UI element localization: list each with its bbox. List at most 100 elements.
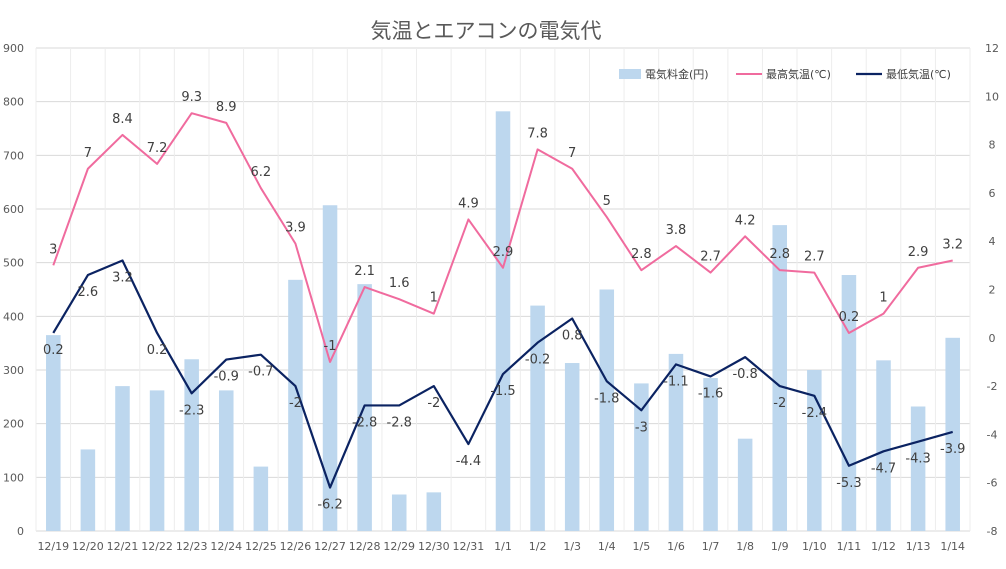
min-temp-label: -1.8 xyxy=(594,391,619,406)
x-axis-tick: 12/24 xyxy=(210,540,242,553)
x-axis-tick: 12/25 xyxy=(245,540,277,553)
max-temp-label: 3 xyxy=(49,242,57,257)
min-temp-label: -1.6 xyxy=(698,386,723,401)
x-axis-tick: 12/23 xyxy=(176,540,208,553)
bar xyxy=(772,225,788,531)
left-axis-tick: 900 xyxy=(3,42,24,55)
right-axis-tick: 8 xyxy=(989,139,996,152)
min-temp-label: 0.2 xyxy=(43,343,64,358)
left-axis-tick: 100 xyxy=(3,471,24,484)
min-temp-label: -4.3 xyxy=(905,452,930,467)
right-axis-tick: 6 xyxy=(989,187,996,200)
min-temp-label: -3.9 xyxy=(940,442,965,457)
bar xyxy=(910,406,926,531)
max-temp-label: 7.8 xyxy=(527,126,548,141)
min-temp-label: -0.9 xyxy=(214,370,239,385)
bar xyxy=(495,111,511,532)
x-axis-tick: 1/5 xyxy=(633,540,651,553)
bar xyxy=(184,359,199,531)
max-temp-label: 7.2 xyxy=(147,141,168,156)
right-axis-tick: 2 xyxy=(989,284,996,297)
min-temp-label: -3 xyxy=(635,420,648,435)
bar xyxy=(530,305,545,531)
min-temp-label: -2 xyxy=(773,396,786,411)
min-temp-label: -4.7 xyxy=(871,461,896,476)
bar-series xyxy=(46,111,960,532)
bar xyxy=(599,289,615,531)
bar xyxy=(46,335,61,531)
bar xyxy=(426,492,442,531)
x-axis-tick: 12/31 xyxy=(453,540,485,553)
right-axis-tick: -4 xyxy=(987,428,998,441)
left-axis-tick: 400 xyxy=(3,310,24,323)
right-axis-tick: 12 xyxy=(985,42,999,55)
max-temp-label: 0.2 xyxy=(839,310,860,325)
min-temp-label: -2.3 xyxy=(179,403,204,418)
min-temp-label: -6.2 xyxy=(317,498,342,513)
max-temp-label: 4.2 xyxy=(735,213,756,228)
bar xyxy=(391,494,407,531)
left-axis-tick: 0 xyxy=(17,525,24,538)
chart-title: 気温とエアコンの電気代 xyxy=(371,19,602,43)
max-temp-label: -1 xyxy=(324,339,337,354)
min-temp-label: 3.2 xyxy=(112,271,133,286)
bar xyxy=(945,337,960,531)
min-temp-label: -0.8 xyxy=(732,367,757,382)
x-axis-tick: 12/20 xyxy=(72,540,104,553)
right-axis-tick: 0 xyxy=(989,332,996,345)
x-axis-tick: 12/22 xyxy=(141,540,173,553)
min-temp-label: -1.1 xyxy=(663,374,688,389)
right-axis-tick: 4 xyxy=(989,235,996,248)
x-axis-tick: 12/21 xyxy=(107,540,139,553)
max-temp-label: 8.4 xyxy=(112,112,133,127)
gridlines xyxy=(35,47,971,532)
min-temp-label: -2.4 xyxy=(802,406,827,421)
bar xyxy=(288,279,303,531)
x-axis-tick: 1/8 xyxy=(736,540,754,553)
min-temp-label: 0.8 xyxy=(562,328,583,343)
max-temp-label: 1.6 xyxy=(389,276,410,291)
legend-swatch-bill xyxy=(619,69,641,79)
bar xyxy=(322,205,338,531)
max-temp-label: 2.7 xyxy=(804,250,825,265)
max-temp-label: 2.9 xyxy=(493,245,514,260)
left-axis-ticks: 0 100 200 300 400 500 600 700 800 900 xyxy=(3,42,24,538)
max-temp-label: 1 xyxy=(430,291,438,306)
data-labels: 3 7 8.4 7.2 9.3 8.9 6.2 3.9 -1 2.1 1.6 1 4.9 2.9 7.8 7 5… xyxy=(43,90,965,512)
min-temp-label: 0.2 xyxy=(147,343,168,358)
max-temp-label: 4.9 xyxy=(458,196,479,211)
x-axis-tick: 1/10 xyxy=(802,540,827,553)
max-temp-label: 3.2 xyxy=(942,238,963,253)
x-axis-tick: 12/28 xyxy=(349,540,381,553)
x-axis-tick: 12/26 xyxy=(280,540,312,553)
x-axis-tick: 12/27 xyxy=(314,540,346,553)
right-axis-tick: -8 xyxy=(987,525,998,538)
right-axis-ticks: -8 -6 -4 -2 0 2 4 6 8 10 12 xyxy=(985,42,999,538)
x-axis-tick: 1/4 xyxy=(598,540,616,553)
left-axis-tick: 800 xyxy=(3,96,24,109)
x-axis-tick: 12/29 xyxy=(383,540,415,553)
legend: 電気料金(円) 最高気温(℃) 最低気温(℃) xyxy=(619,67,951,81)
bar xyxy=(218,390,234,531)
min-temp-label: -5.3 xyxy=(836,476,861,491)
x-axis-tick: 1/13 xyxy=(906,540,931,553)
max-temp-label: 2.8 xyxy=(769,247,790,262)
min-temp-label: -4.4 xyxy=(456,454,481,469)
left-axis-tick: 600 xyxy=(3,203,24,216)
left-axis-tick: 200 xyxy=(3,418,24,431)
x-axis-tick: 1/14 xyxy=(940,540,965,553)
left-axis-tick: 300 xyxy=(3,364,24,377)
min-temp-line xyxy=(52,259,953,489)
bar xyxy=(737,438,753,531)
max-temp-label: 9.3 xyxy=(181,90,202,105)
max-temp-label: 8.9 xyxy=(216,100,237,115)
bar xyxy=(564,363,580,531)
bar xyxy=(253,466,269,531)
min-temp-label: -2 xyxy=(289,396,302,411)
bar xyxy=(634,383,649,531)
x-axis-tick: 1/1 xyxy=(494,540,512,553)
legend-label-min: 最低気温(℃) xyxy=(886,67,951,81)
bar xyxy=(115,386,130,531)
max-temp-label: 2.8 xyxy=(631,247,652,262)
